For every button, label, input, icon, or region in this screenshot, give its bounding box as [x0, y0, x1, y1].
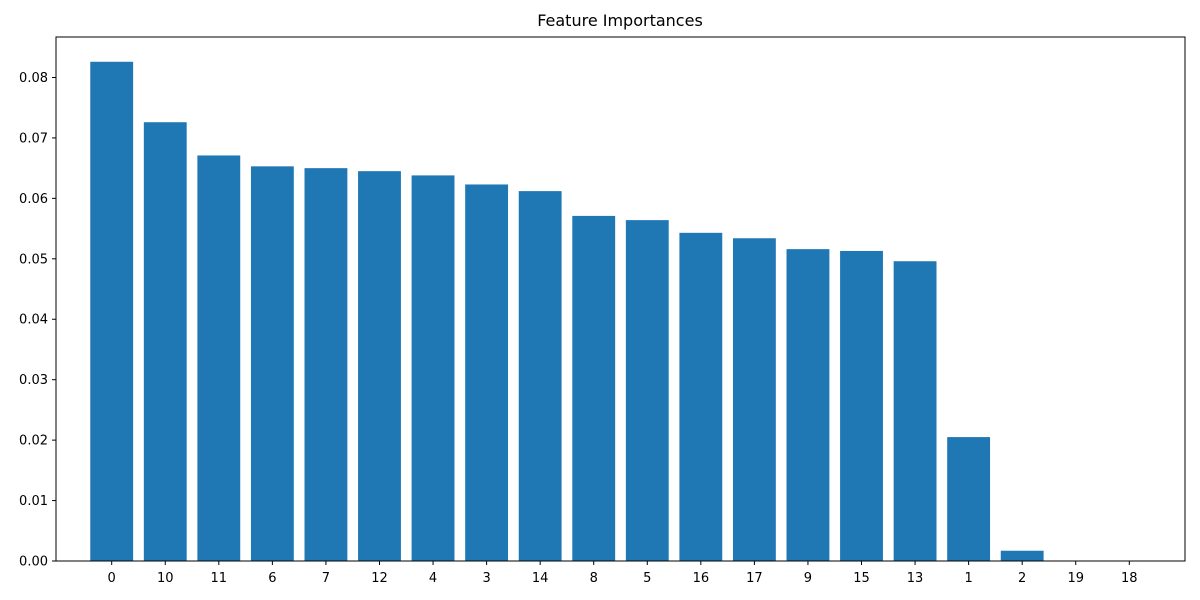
y-tick-label: 0.01: [19, 494, 48, 509]
bar-feature-14: [518, 191, 562, 561]
bar-feature-6: [250, 166, 294, 561]
x-tick-label: 10: [157, 571, 174, 586]
bar-feature-12: [358, 171, 401, 562]
bar-feature-13: [893, 261, 937, 561]
bar-feature-10: [143, 122, 187, 561]
y-tick-label: 0.04: [19, 313, 48, 328]
x-tick-label: 0: [108, 571, 116, 586]
x-tick-label: 5: [643, 571, 651, 586]
bar-feature-7: [304, 168, 348, 561]
plot-frame: [55, 36, 1186, 562]
x-tick-label: 15: [853, 571, 870, 586]
x-tick-label: 9: [804, 571, 812, 586]
y-tick-label: 0.03: [19, 373, 48, 388]
bar-feature-15: [840, 250, 883, 561]
x-tick-label: 14: [532, 571, 549, 586]
y-tick-label: 0.08: [19, 71, 48, 86]
x-axis: 0 10 11 6 7 12 4 3 14 8 5 16 17 9 15 13 1 2 19 18: [108, 561, 1138, 586]
bar-feature-8: [572, 215, 616, 561]
bar-feature-5: [625, 220, 669, 561]
x-tick-label: 4: [429, 571, 437, 586]
bar-feature-17: [732, 238, 776, 561]
x-tick-label: 16: [693, 571, 710, 586]
x-tick-label: 12: [371, 571, 388, 586]
x-tick-label: 13: [907, 571, 924, 586]
x-tick-label: 2: [1018, 571, 1026, 586]
y-tick-label: 0.05: [19, 252, 48, 267]
bar-feature-2: [1000, 550, 1044, 561]
x-tick-label: 8: [590, 571, 598, 586]
x-tick-label: 1: [964, 571, 972, 586]
x-tick-label: 6: [268, 571, 276, 586]
x-tick-label: 11: [211, 571, 228, 586]
x-tick-label: 18: [1121, 571, 1138, 586]
bar-feature-11: [197, 155, 241, 561]
bars-group: [90, 61, 1044, 562]
bar-feature-16: [679, 232, 723, 561]
bar-feature-9: [786, 249, 830, 561]
y-axis: 0.00 0.01 0.02 0.03 0.04 0.05 0.06 0.07 0.08: [19, 71, 56, 570]
y-tick-label: 0.00: [19, 555, 48, 570]
x-tick-label: 19: [1067, 571, 1084, 586]
x-tick-label: 17: [746, 571, 763, 586]
bar-feature-0: [90, 61, 134, 561]
y-tick-label: 0.06: [19, 192, 48, 207]
bar-feature-4: [411, 175, 455, 561]
y-tick-label: 0.02: [19, 434, 48, 449]
bar-feature-1: [947, 437, 991, 561]
y-tick-label: 0.07: [19, 131, 48, 146]
bar-feature-3: [465, 184, 509, 561]
chart-title: Feature Importances: [537, 11, 703, 30]
x-tick-label: 3: [482, 571, 490, 586]
x-tick-label: 7: [322, 571, 330, 586]
